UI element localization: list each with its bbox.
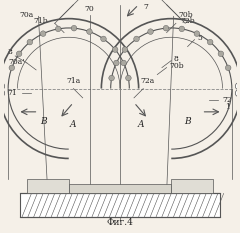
Text: 72b: 72b [180, 17, 195, 25]
Text: A: A [138, 120, 144, 129]
Circle shape [194, 31, 200, 36]
Text: B: B [40, 117, 46, 126]
Circle shape [0, 90, 5, 97]
Circle shape [0, 83, 5, 90]
Circle shape [109, 75, 114, 81]
Circle shape [122, 47, 128, 52]
Circle shape [163, 25, 169, 31]
Text: 70b: 70b [178, 11, 193, 19]
Text: 70a: 70a [19, 11, 34, 19]
Circle shape [148, 29, 153, 34]
Circle shape [9, 65, 15, 71]
FancyBboxPatch shape [171, 179, 213, 193]
Circle shape [235, 90, 240, 97]
Circle shape [112, 47, 118, 52]
Text: 71b: 71b [33, 17, 48, 25]
Text: 71a: 71a [66, 77, 81, 85]
Text: B: B [184, 117, 191, 126]
Circle shape [71, 25, 77, 31]
Circle shape [134, 36, 139, 42]
Text: 72: 72 [222, 96, 232, 104]
Text: Фиг.4: Фиг.4 [107, 218, 133, 227]
Circle shape [40, 31, 46, 36]
Text: 8: 8 [8, 48, 13, 56]
Text: A: A [70, 120, 77, 129]
FancyBboxPatch shape [27, 179, 69, 193]
Text: 72a: 72a [141, 77, 155, 85]
Text: 70b: 70b [169, 62, 184, 70]
Circle shape [16, 51, 22, 57]
Circle shape [114, 60, 119, 66]
Text: 5: 5 [197, 34, 202, 42]
Circle shape [121, 60, 126, 66]
FancyBboxPatch shape [69, 184, 171, 193]
Circle shape [218, 51, 224, 57]
Circle shape [87, 29, 92, 34]
Circle shape [101, 36, 106, 42]
FancyBboxPatch shape [20, 193, 220, 217]
Text: 7: 7 [143, 3, 148, 11]
Circle shape [126, 75, 131, 81]
Circle shape [207, 39, 213, 45]
Text: 70: 70 [85, 5, 95, 13]
Circle shape [55, 26, 61, 32]
Circle shape [225, 65, 231, 71]
Text: 1: 1 [225, 103, 230, 111]
Circle shape [27, 39, 33, 45]
Text: 71: 71 [8, 89, 18, 97]
Text: 8: 8 [174, 55, 179, 63]
Circle shape [235, 83, 240, 90]
Text: 70a': 70a' [8, 58, 24, 66]
Circle shape [179, 26, 185, 32]
